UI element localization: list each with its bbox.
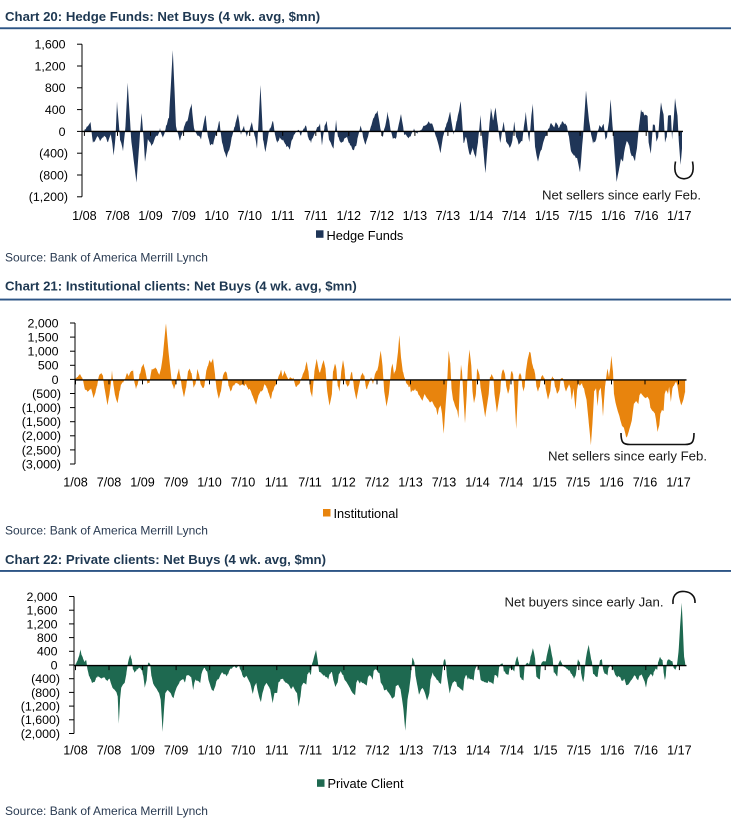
svg-text:0: 0 xyxy=(51,658,60,672)
svg-text:2,000: 2,000 xyxy=(28,316,62,330)
svg-text:(400): (400) xyxy=(39,147,68,161)
svg-text:1/14: 1/14 xyxy=(466,744,491,758)
svg-text:1/08: 1/08 xyxy=(63,476,88,490)
svg-text:1,600: 1,600 xyxy=(27,604,61,618)
svg-text:7/14: 7/14 xyxy=(499,744,524,758)
svg-text:Chart 21: Institutional client: Chart 21: Institutional clients: Net Buy… xyxy=(5,279,357,294)
svg-text:Net sellers since early Feb.: Net sellers since early Feb. xyxy=(542,188,701,203)
svg-text:500: 500 xyxy=(38,359,61,373)
svg-text:7/16: 7/16 xyxy=(634,744,659,758)
svg-text:7/14: 7/14 xyxy=(502,209,527,223)
svg-text:Chart 22: Private clients: Net: Chart 22: Private clients: Net Buys (4 w… xyxy=(5,552,326,567)
svg-text:1/13: 1/13 xyxy=(398,476,423,490)
svg-text:Net buyers since early Jan.: Net buyers since early Jan. xyxy=(504,595,663,610)
svg-text:7/14: 7/14 xyxy=(499,476,524,490)
svg-text:7/12: 7/12 xyxy=(370,209,395,223)
svg-text:1/09: 1/09 xyxy=(130,476,155,490)
svg-text:Hedge Funds: Hedge Funds xyxy=(327,228,404,243)
svg-text:Source: Bank of America Merril: Source: Bank of America Merrill Lynch xyxy=(5,524,208,538)
svg-text:1/15: 1/15 xyxy=(533,744,558,758)
svg-text:1/11: 1/11 xyxy=(271,209,295,223)
svg-text:7/13: 7/13 xyxy=(436,209,461,223)
svg-text:7/08: 7/08 xyxy=(97,744,122,758)
svg-text:1/15: 1/15 xyxy=(532,476,557,490)
svg-text:1/16: 1/16 xyxy=(599,476,624,490)
svg-text:(2,500): (2,500) xyxy=(22,443,61,457)
svg-text:2,000: 2,000 xyxy=(27,590,61,604)
svg-text:1/15: 1/15 xyxy=(535,209,560,223)
svg-text:(800): (800) xyxy=(39,168,68,182)
svg-text:1,500: 1,500 xyxy=(28,331,62,345)
svg-text:7/13: 7/13 xyxy=(432,744,457,758)
svg-text:Net sellers since early Feb.: Net sellers since early Feb. xyxy=(548,449,707,464)
svg-text:(3,000): (3,000) xyxy=(22,457,61,471)
svg-text:1/16: 1/16 xyxy=(601,209,626,223)
svg-text:7/15: 7/15 xyxy=(567,744,592,758)
svg-text:1/17: 1/17 xyxy=(667,209,692,223)
svg-text:(2,000): (2,000) xyxy=(21,727,60,741)
svg-text:400: 400 xyxy=(37,645,60,659)
svg-text:7/15: 7/15 xyxy=(566,476,591,490)
svg-text:0: 0 xyxy=(59,125,68,139)
svg-text:1/12: 1/12 xyxy=(337,209,362,223)
svg-text:1/10: 1/10 xyxy=(197,744,222,758)
svg-text:7/16: 7/16 xyxy=(634,209,659,223)
svg-text:1/17: 1/17 xyxy=(666,476,691,490)
svg-text:7/13: 7/13 xyxy=(432,476,457,490)
svg-text:1/12: 1/12 xyxy=(332,744,357,758)
svg-text:1/08: 1/08 xyxy=(72,209,97,223)
svg-text:(1,200): (1,200) xyxy=(21,700,60,714)
svg-text:1/14: 1/14 xyxy=(469,209,494,223)
svg-text:1/17: 1/17 xyxy=(667,744,692,758)
svg-text:1/10: 1/10 xyxy=(204,209,229,223)
svg-text:0: 0 xyxy=(52,373,61,387)
svg-text:(1,500): (1,500) xyxy=(22,415,61,429)
svg-text:7/10: 7/10 xyxy=(231,744,256,758)
svg-text:7/10: 7/10 xyxy=(237,209,262,223)
svg-text:1/09: 1/09 xyxy=(130,744,155,758)
svg-text:1/13: 1/13 xyxy=(403,209,428,223)
svg-text:7/09: 7/09 xyxy=(164,744,189,758)
svg-text:(1,200): (1,200) xyxy=(29,190,68,204)
svg-text:1/16: 1/16 xyxy=(600,744,625,758)
svg-text:400: 400 xyxy=(45,103,68,117)
svg-text:Chart 20: Hedge Funds: Net Buy: Chart 20: Hedge Funds: Net Buys (4 wk. a… xyxy=(5,9,320,24)
svg-text:(1,600): (1,600) xyxy=(21,713,60,727)
svg-text:7/09: 7/09 xyxy=(171,209,196,223)
svg-text:Source: Bank of America Merril: Source: Bank of America Merrill Lynch xyxy=(5,251,208,265)
svg-text:1,200: 1,200 xyxy=(27,617,61,631)
svg-text:7/08: 7/08 xyxy=(97,476,122,490)
svg-text:1,000: 1,000 xyxy=(28,345,62,359)
svg-text:7/09: 7/09 xyxy=(164,476,189,490)
svg-text:(400): (400) xyxy=(31,672,60,686)
svg-text:Institutional: Institutional xyxy=(334,506,399,521)
svg-text:7/12: 7/12 xyxy=(365,744,390,758)
svg-text:800: 800 xyxy=(45,81,68,95)
svg-text:(800): (800) xyxy=(31,686,60,700)
svg-text:Source: Bank of America Merril: Source: Bank of America Merrill Lynch xyxy=(5,804,208,818)
svg-text:(500): (500) xyxy=(32,387,61,401)
svg-text:7/10: 7/10 xyxy=(231,476,256,490)
svg-text:7/16: 7/16 xyxy=(633,476,658,490)
svg-text:(1,000): (1,000) xyxy=(22,401,61,415)
svg-text:7/15: 7/15 xyxy=(568,209,593,223)
svg-text:1/11: 1/11 xyxy=(265,476,289,490)
svg-text:1/14: 1/14 xyxy=(465,476,490,490)
svg-text:1,600: 1,600 xyxy=(35,38,69,52)
svg-text:1/11: 1/11 xyxy=(265,744,289,758)
svg-text:800: 800 xyxy=(37,631,60,645)
svg-text:7/12: 7/12 xyxy=(365,476,390,490)
svg-text:1,200: 1,200 xyxy=(35,59,69,73)
svg-text:7/11: 7/11 xyxy=(304,209,328,223)
svg-text:1/10: 1/10 xyxy=(197,476,222,490)
svg-text:1/13: 1/13 xyxy=(399,744,424,758)
svg-text:(2,000): (2,000) xyxy=(22,429,61,443)
svg-text:7/11: 7/11 xyxy=(298,476,322,490)
svg-text:7/08: 7/08 xyxy=(105,209,130,223)
svg-text:1/08: 1/08 xyxy=(63,744,88,758)
svg-text:1/09: 1/09 xyxy=(138,209,163,223)
svg-text:7/11: 7/11 xyxy=(299,744,323,758)
svg-text:1/12: 1/12 xyxy=(331,476,356,490)
svg-text:Private Client: Private Client xyxy=(328,776,405,791)
